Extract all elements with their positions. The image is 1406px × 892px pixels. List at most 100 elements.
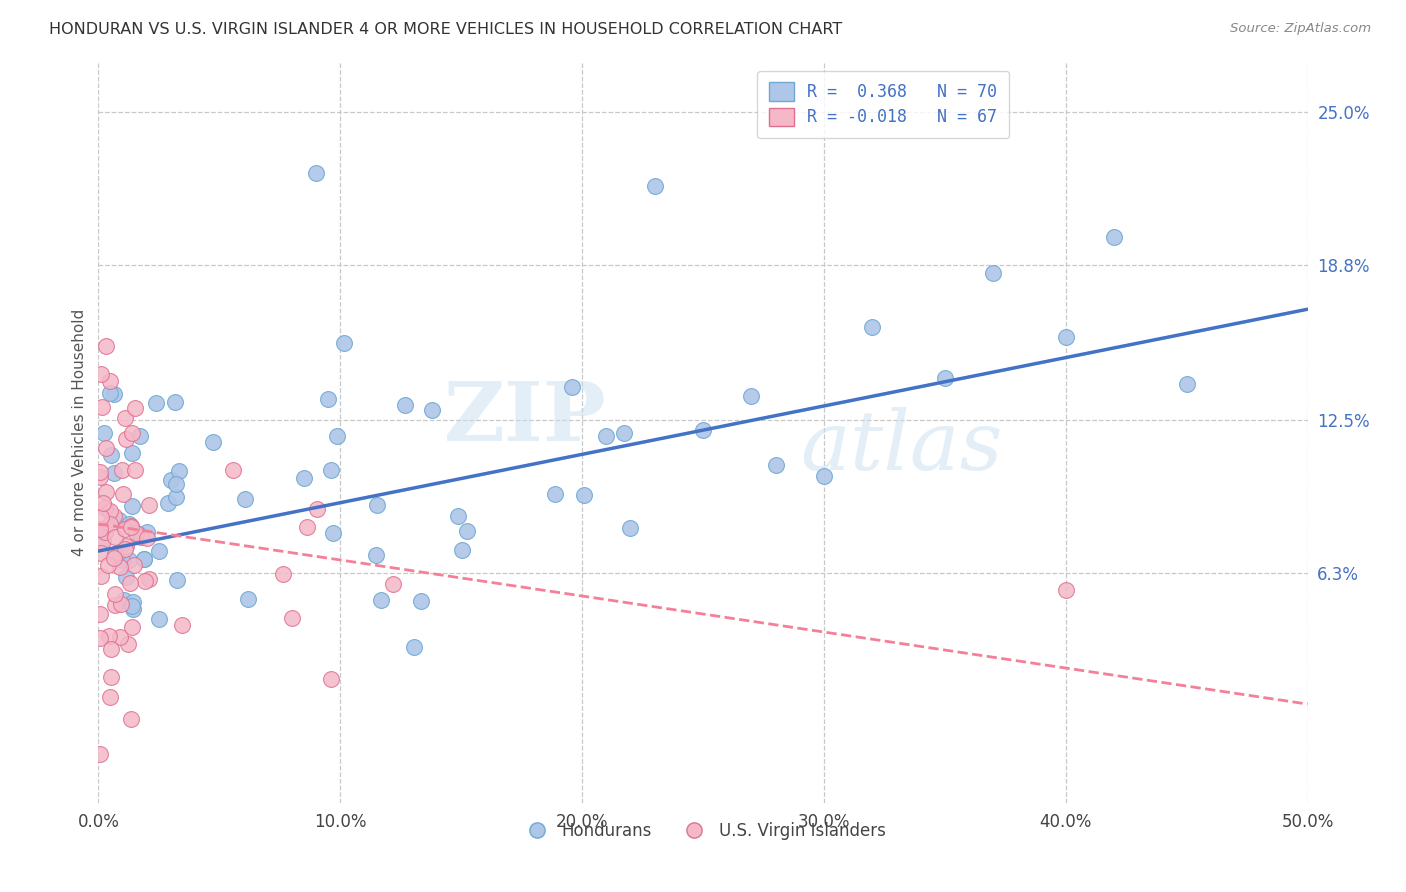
Point [89,632,111,646]
Point [100,448,122,462]
Point [561,380,583,394]
Point [166,574,188,588]
Text: ZIP: ZIP [444,378,606,458]
Point [326,428,349,442]
Point [129,530,152,544]
Point [201,435,224,450]
Y-axis label: 4 or more Vehicles in Household: 4 or more Vehicles in Household [72,309,87,557]
Point [1102,230,1125,244]
Point [98,516,121,531]
Point [108,559,131,574]
Point [333,335,356,350]
Point [115,539,138,553]
Point [644,178,666,193]
Point [125,526,148,541]
Point [121,620,143,634]
Point [124,462,146,476]
Point [316,392,339,407]
Point [117,637,139,651]
Text: atlas: atlas [800,408,1002,487]
Point [114,522,136,536]
Point [110,597,132,611]
Point [159,473,181,487]
Point [120,520,142,534]
Point [90,568,112,582]
Point [145,396,167,410]
Point [98,385,121,400]
Point [135,524,157,539]
Point [619,521,641,535]
Point [292,470,315,484]
Point [165,490,187,504]
Point [96,485,118,500]
Point [124,401,146,415]
Point [295,519,318,533]
Point [94,441,117,455]
Point [111,553,134,567]
Point [221,463,243,477]
Point [981,266,1004,280]
Point [114,541,136,556]
Point [89,747,111,761]
Point [98,629,121,643]
Point [103,547,125,561]
Point [91,532,114,546]
Point [121,599,143,614]
Point [319,672,342,686]
Point [157,495,180,509]
Point [411,594,433,608]
Point [613,426,636,441]
Point [90,367,112,381]
Point [319,463,342,477]
Point [364,548,387,562]
Point [134,574,156,589]
Point [394,398,416,412]
Point [94,524,117,539]
Point [1054,582,1077,597]
Point [382,577,405,591]
Point [122,601,145,615]
Point [148,543,170,558]
Point [860,320,883,334]
Point [740,389,762,403]
Point [235,491,257,506]
Point [595,429,617,443]
Point [169,464,191,478]
Point [120,712,142,726]
Point [322,525,344,540]
Point [572,488,595,502]
Point [94,501,117,516]
Point [165,395,187,409]
Point [122,558,145,573]
Point [134,552,156,566]
Point [111,487,134,501]
Point [121,446,143,460]
Point [692,423,714,437]
Point [90,510,112,524]
Point [138,572,160,586]
Point [100,641,122,656]
Point [111,462,134,476]
Point [127,527,149,541]
Point [93,425,115,440]
Point [112,593,135,607]
Point [120,576,142,591]
Point [114,433,136,447]
Point [94,339,117,353]
Text: HONDURAN VS U.S. VIRGIN ISLANDER 4 OR MORE VEHICLES IN HOUSEHOLD CORRELATION CHA: HONDURAN VS U.S. VIRGIN ISLANDER 4 OR MO… [49,22,842,37]
Point [305,501,328,516]
Point [89,465,111,479]
Point [98,690,121,705]
Point [134,552,156,566]
Point [108,545,131,559]
Point [1175,377,1198,392]
Point [370,593,392,607]
Point [104,530,127,544]
Point [366,498,388,512]
Point [98,374,121,388]
Point [91,496,114,510]
Point [114,570,136,584]
Point [1054,330,1077,344]
Legend: Hondurans, U.S. Virgin Islanders: Hondurans, U.S. Virgin Islanders [513,815,893,847]
Point [402,640,425,654]
